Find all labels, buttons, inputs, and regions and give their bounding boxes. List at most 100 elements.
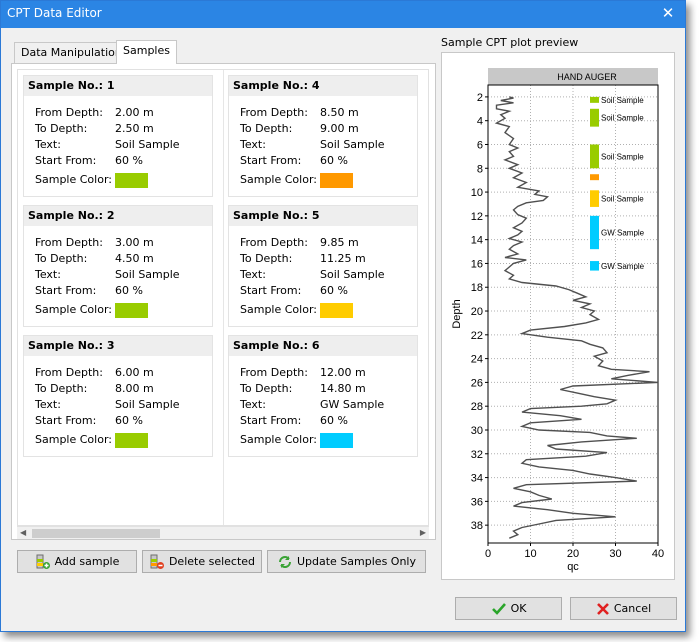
sample-bar (590, 190, 599, 207)
delete-selected-button[interactable]: Delete selected (142, 550, 262, 573)
plot-header-label: HAND AUGER (557, 72, 617, 82)
field-label: From Depth: (35, 236, 103, 249)
field-value-to-depth[interactable]: 2.50 m (115, 122, 154, 135)
sample-bar-label: GW Sample (601, 262, 645, 271)
ok-label: OK (510, 602, 527, 615)
samples-tab-panel: Sample No.: 1 From Depth: 2.00 m To Depth: 2… (11, 63, 436, 540)
sample-bar-label: Soil Sample (601, 152, 644, 161)
sample-field-sample-color: Sample Color: (35, 173, 210, 189)
field-label: To Depth: (35, 252, 88, 265)
field-value-start-from[interactable]: 60 % (320, 414, 348, 427)
field-value-start-from[interactable]: 60 % (320, 154, 348, 167)
field-value-to-depth[interactable]: 4.50 m (115, 252, 154, 265)
y-tick-label: 36 (471, 496, 483, 508)
cpt-plot-preview: HAND AUGER 2 4 6 8 10 12 14 16 18 20 22 24 26 28 30 32 34… (441, 52, 675, 580)
field-value-from-depth[interactable]: 9.85 m (320, 236, 359, 249)
tab-samples[interactable]: Samples (116, 40, 177, 64)
sample-color-swatch[interactable] (115, 433, 148, 448)
sample-field-from-depth: From Depth: 8.50 m (240, 106, 415, 122)
sample-field-text: Text: Soil Sample (35, 138, 210, 154)
add-sample-button[interactable]: Add sample (17, 550, 137, 573)
y-tick-label: 8 (477, 163, 483, 175)
field-value-text[interactable]: Soil Sample (115, 268, 180, 281)
scrollbar-thumb[interactable] (32, 529, 160, 538)
field-label: To Depth: (240, 382, 293, 395)
delete-selected-label: Delete selected (168, 555, 256, 568)
field-label: Sample Color: (240, 433, 317, 446)
field-value-to-depth[interactable]: 9.00 m (320, 122, 359, 135)
field-value-start-from[interactable]: 60 % (320, 284, 348, 297)
field-label: From Depth: (240, 236, 308, 249)
field-value-start-from[interactable]: 60 % (115, 414, 143, 427)
sample-field-to-depth: To Depth: 4.50 m (35, 252, 210, 268)
sample-field-text: Text: GW Sample (240, 398, 415, 414)
plot-header-band (488, 68, 658, 85)
field-value-text[interactable]: Soil Sample (320, 268, 385, 281)
field-value-from-depth[interactable]: 12.00 m (320, 366, 366, 379)
field-label: Text: (240, 398, 266, 411)
sample-color-swatch[interactable] (320, 173, 353, 188)
sample-field-text: Text: Soil Sample (35, 398, 210, 414)
x-tick-label: 0 (485, 548, 491, 560)
field-value-start-from[interactable]: 60 % (115, 154, 143, 167)
field-label: From Depth: (240, 106, 308, 119)
add-sample-label: Add sample (54, 555, 120, 568)
field-value-text[interactable]: Soil Sample (115, 398, 180, 411)
field-label: Text: (240, 138, 266, 151)
field-value-text[interactable]: Soil Sample (115, 138, 180, 151)
field-value-from-depth[interactable]: 2.00 m (115, 106, 154, 119)
qc-series-line (494, 96, 659, 539)
update-samples-only-button[interactable]: Update Samples Only (267, 550, 426, 573)
y-tick-label: 38 (471, 520, 483, 532)
field-value-to-depth[interactable]: 8.00 m (115, 382, 154, 395)
sample-card-2[interactable]: Sample No.: 2 From Depth: 3.00 m To Depth: 4… (23, 205, 213, 327)
field-value-text[interactable]: Soil Sample (320, 138, 385, 151)
field-label: Sample Color: (35, 173, 112, 186)
sample-card-4[interactable]: Sample No.: 4 From Depth: 8.50 m To Depth: 9… (228, 75, 418, 197)
sample-color-swatch[interactable] (115, 173, 148, 188)
samples-list: Sample No.: 1 From Depth: 2.00 m To Depth: 2… (17, 69, 429, 526)
cross-icon (596, 603, 609, 615)
field-value-from-depth[interactable]: 8.50 m (320, 106, 359, 119)
sample-bar-label: Soil Sample (601, 195, 644, 204)
x-tick-label: 40 (652, 548, 664, 560)
tab-data-manipulation[interactable]: Data Manipulation (14, 42, 129, 63)
sample-field-sample-color: Sample Color: (35, 303, 210, 319)
ok-button[interactable]: OK (455, 597, 562, 620)
x-tick-label: 30 (609, 548, 621, 560)
field-label: From Depth: (35, 366, 103, 379)
sample-field-to-depth: To Depth: 9.00 m (240, 122, 415, 138)
sample-color-swatch[interactable] (320, 433, 353, 448)
sample-field-text: Text: Soil Sample (240, 138, 415, 154)
sample-card-5[interactable]: Sample No.: 5 From Depth: 9.85 m To Depth: 1… (228, 205, 418, 327)
refresh-icon (278, 556, 291, 568)
cancel-button[interactable]: Cancel (570, 597, 677, 620)
sample-card-1[interactable]: Sample No.: 1 From Depth: 2.00 m To Depth: 2… (23, 75, 213, 197)
sample-card-header: Sample No.: 4 (229, 76, 417, 96)
sample-color-swatch[interactable] (115, 303, 148, 318)
sample-card-header: Sample No.: 5 (229, 206, 417, 226)
field-value-to-depth[interactable]: 11.25 m (320, 252, 366, 265)
field-label: To Depth: (240, 252, 293, 265)
scroll-right-arrow-icon[interactable]: ▶ (419, 528, 426, 537)
sample-card-6[interactable]: Sample No.: 6 From Depth: 12.00 m To Depth:… (228, 335, 418, 457)
field-value-text[interactable]: GW Sample (320, 398, 385, 411)
sample-field-sample-color: Sample Color: (240, 433, 415, 449)
sample-field-text: Text: Soil Sample (240, 268, 415, 284)
field-label: Sample Color: (240, 303, 317, 316)
horizontal-scrollbar[interactable]: ◀ ▶ (17, 526, 429, 539)
sample-card-header: Sample No.: 3 (24, 336, 212, 356)
sample-color-swatch[interactable] (320, 303, 353, 318)
field-value-from-depth[interactable]: 6.00 m (115, 366, 154, 379)
sample-field-to-depth: To Depth: 2.50 m (35, 122, 210, 138)
scroll-left-arrow-icon[interactable]: ◀ (20, 528, 27, 537)
sample-card-3[interactable]: Sample No.: 3 From Depth: 6.00 m To Depth: 8… (23, 335, 213, 457)
field-value-to-depth[interactable]: 14.80 m (320, 382, 366, 395)
sample-bar-label: Soil Sample (601, 96, 644, 105)
y-tick-label: 12 (471, 211, 483, 223)
sample-field-from-depth: From Depth: 6.00 m (35, 366, 210, 382)
field-value-start-from[interactable]: 60 % (115, 284, 143, 297)
field-value-from-depth[interactable]: 3.00 m (115, 236, 154, 249)
cancel-label: Cancel (613, 602, 652, 615)
close-icon[interactable]: ✕ (661, 4, 675, 22)
